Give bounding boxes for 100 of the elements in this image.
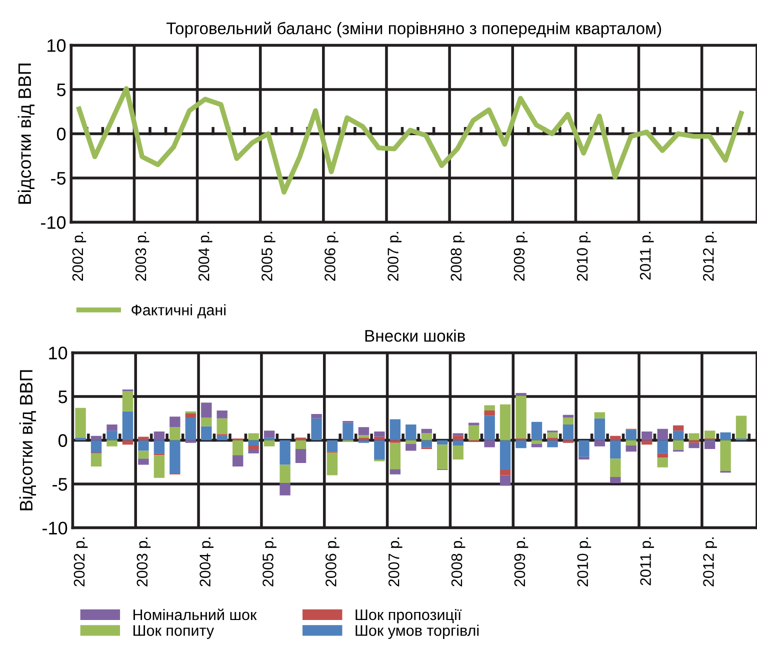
y-tick-label: 10 (48, 39, 66, 52)
bar (484, 410, 495, 416)
x-tick-label: 2009 р. (514, 232, 528, 281)
bar (185, 440, 196, 443)
bar (626, 446, 636, 452)
bar (248, 449, 259, 454)
bar (720, 432, 731, 440)
bar (374, 436, 385, 440)
bar (154, 440, 165, 454)
bar (500, 475, 511, 486)
bar (264, 438, 275, 440)
bar (154, 455, 165, 478)
bar (578, 456, 590, 460)
y-tick-label: 0 (56, 128, 66, 140)
bar (484, 440, 495, 448)
bar (672, 440, 684, 450)
bar (562, 424, 574, 440)
bar (216, 418, 228, 434)
bar (594, 440, 606, 446)
bar (185, 417, 196, 440)
bar (232, 440, 244, 456)
x-tick-label: 2004 р. (200, 538, 214, 586)
bar (500, 440, 511, 470)
bar (594, 412, 606, 418)
bar (390, 419, 401, 440)
bar (421, 433, 432, 440)
x-tick-label: 2009 р. (514, 538, 528, 586)
bar (138, 458, 149, 465)
bar (248, 440, 259, 446)
bar (531, 440, 542, 444)
bar (720, 440, 731, 471)
bar (642, 440, 652, 445)
x-tick-label: 2007 р. (388, 538, 402, 586)
y-tick-label: 0 (58, 434, 68, 447)
bar (688, 433, 700, 440)
bar (484, 405, 495, 410)
bar (610, 440, 621, 459)
legend-label: Номінальний шок (134, 608, 257, 620)
bar (248, 446, 259, 449)
bar (468, 425, 480, 440)
bar (358, 434, 370, 438)
bar (562, 417, 574, 424)
bar (406, 444, 416, 451)
bar (562, 414, 574, 418)
y-tick-label: 5 (58, 390, 68, 404)
bar (704, 430, 716, 438)
bar (90, 440, 102, 453)
bar (232, 455, 244, 467)
bar (280, 464, 290, 484)
y-axis-title: Відсотки від ВВП (18, 64, 34, 204)
bar (280, 483, 290, 496)
legend-label: Фактичні дані (132, 304, 226, 318)
bar (516, 392, 526, 396)
bar (138, 436, 149, 440)
bar (216, 436, 228, 440)
bar (138, 440, 149, 451)
bar (468, 422, 480, 426)
bar (610, 477, 621, 484)
x-tick-label: 2005 р. (262, 538, 276, 586)
bar (311, 418, 322, 440)
bar (547, 440, 558, 448)
bar (295, 440, 306, 449)
legend-label: Шок попиту (134, 625, 214, 639)
x-tick-label: 2003 р. (136, 538, 151, 586)
bar (90, 436, 102, 440)
bar (516, 396, 526, 438)
bar (280, 440, 290, 465)
bar (672, 425, 684, 431)
x-tick-label: 2006 р. (326, 538, 340, 586)
bar (216, 410, 228, 418)
bar (406, 424, 416, 440)
bar (626, 430, 636, 440)
y-axis-title: Відсотки від ВВП (19, 370, 36, 510)
x-tick-label: 2010 р. (576, 232, 591, 281)
bar (704, 442, 716, 449)
x-tick-label: 2012 р. (703, 538, 717, 586)
bar (578, 440, 590, 457)
bar (170, 440, 180, 474)
bar (688, 440, 700, 443)
bar (326, 440, 338, 452)
bar (657, 453, 668, 458)
bar (421, 428, 432, 434)
bar (374, 440, 385, 460)
bar (295, 449, 306, 464)
bar (295, 438, 306, 440)
y-tick-label: -10 (42, 522, 68, 534)
bar (562, 440, 574, 443)
bar (547, 432, 558, 438)
bar (610, 436, 621, 440)
bar (406, 440, 416, 444)
bar (75, 408, 86, 438)
y-tick-label: -10 (41, 216, 66, 229)
x-tick-label: 2010 р. (577, 538, 592, 586)
x-tick-label: 2005 р. (262, 232, 276, 281)
bar (170, 416, 180, 428)
bar (264, 440, 275, 446)
bar (358, 438, 370, 440)
bar (452, 446, 464, 460)
bar (138, 450, 149, 459)
bar (516, 440, 526, 448)
